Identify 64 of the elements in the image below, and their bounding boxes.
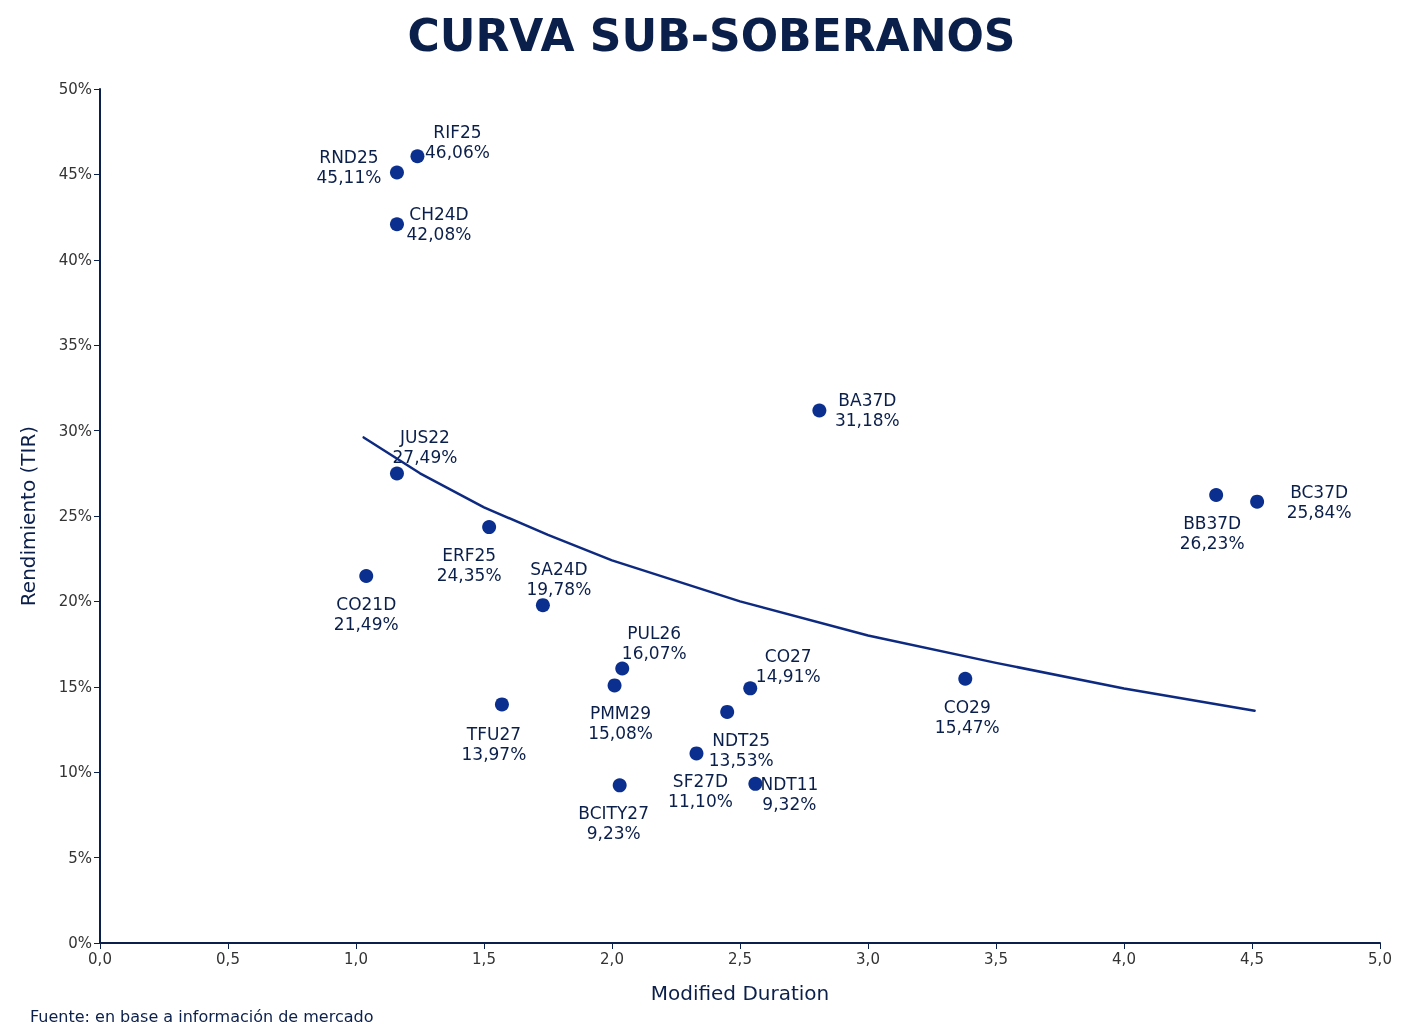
point [389, 217, 404, 232]
y-tick-label: 25% [58, 507, 92, 525]
y-tick-label: 10% [58, 763, 92, 782]
x-tick-label: 2,0 [600, 949, 624, 968]
data-label: NDT25 13,53% [708, 729, 774, 770]
data-label: BCITY27 9,23% [578, 803, 650, 844]
y-tick-label: 40% [58, 250, 92, 269]
data-label: CO27 14,91% [755, 646, 821, 687]
point [359, 568, 374, 583]
y-tick-label: 20% [58, 592, 92, 611]
x-tick-label: 1,0 [344, 949, 368, 968]
x-tick-label: 4,5 [1240, 949, 1264, 968]
x-tick-label: 0,5 [216, 949, 240, 968]
y-tick-label: 15% [58, 677, 92, 696]
point [1209, 487, 1224, 502]
y-tick-label: 5% [68, 848, 92, 867]
point [720, 704, 735, 719]
y-tick-label: 0% [68, 934, 92, 952]
point [812, 403, 827, 418]
point [748, 776, 763, 791]
chart-title: CURVA SUB-SOBERANOS [407, 9, 1016, 61]
data-label: ERF25 24,35% [436, 545, 502, 586]
data-label: JUS22 27,49% [392, 427, 458, 468]
point [958, 671, 973, 686]
y-tick-label: 45% [58, 165, 92, 184]
data-label: BC37D 25,84% [1286, 481, 1352, 522]
x-tick-label: 4,0 [1112, 949, 1136, 968]
data-label: CO29 15,47% [934, 696, 1000, 737]
point [689, 746, 704, 761]
x-tick-label: 1,5 [472, 949, 496, 968]
x-tick-label: 2,5 [728, 949, 752, 968]
point [607, 678, 622, 693]
y-tick-label: 30% [58, 421, 92, 440]
data-label: CH24D 42,08% [406, 204, 472, 245]
data-label: CO21D 21,49% [333, 593, 399, 634]
x-tick-label: 3,0 [856, 949, 880, 968]
point [612, 778, 627, 793]
data-label: SF27D 11,10% [668, 771, 733, 812]
data-label: RND25 45,11% [316, 146, 382, 187]
x-tick-label: 0,0 [88, 949, 112, 968]
point [389, 466, 404, 481]
data-label: PMM29 15,08% [588, 703, 653, 744]
y-tick-label: 35% [58, 336, 92, 355]
data-label: PUL26 16,07% [621, 622, 687, 663]
point [615, 661, 630, 676]
y-tick-label: 50% [58, 80, 92, 98]
data-label: RIF25 46,06% [425, 122, 490, 163]
point [1250, 494, 1265, 509]
x-tick-label: 5,0 [1368, 949, 1392, 968]
point [410, 149, 425, 164]
point [743, 681, 758, 696]
source-note: Fuente: en base a información de mercado [30, 1006, 374, 1026]
x-tick-label: 3,5 [984, 949, 1008, 968]
data-label: BA37D 31,18% [834, 390, 900, 431]
data-label: SA24D 19,78% [526, 559, 592, 600]
data-label: BB37D 26,23% [1179, 512, 1245, 553]
data-label: NDT11 9,32% [760, 773, 819, 814]
point [494, 697, 509, 712]
point [535, 598, 550, 613]
point [389, 165, 404, 180]
y-axis-title: Rendimiento (TIR) [16, 425, 40, 607]
x-axis-title: Modified Duration [650, 981, 830, 1005]
point [482, 520, 497, 535]
data-label: TFU27 13,97% [461, 724, 527, 765]
